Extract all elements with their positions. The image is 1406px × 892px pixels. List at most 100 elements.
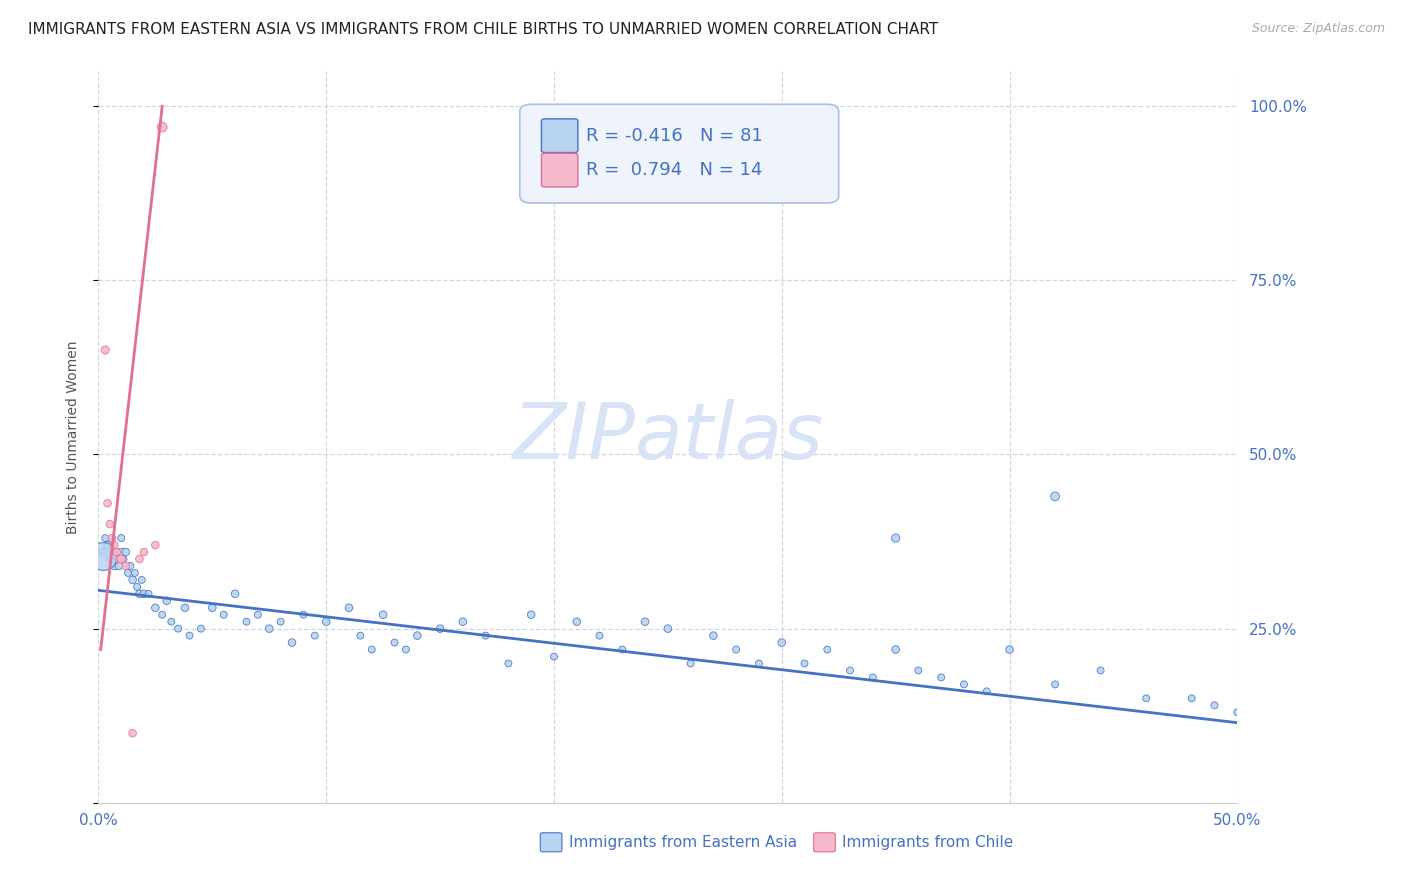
Point xyxy=(953,677,976,691)
Point xyxy=(976,684,998,698)
Point xyxy=(498,657,520,671)
Text: Immigrants from Eastern Asia: Immigrants from Eastern Asia xyxy=(569,835,797,850)
Point xyxy=(132,545,155,559)
Point xyxy=(108,552,131,566)
Point xyxy=(588,629,610,643)
Point xyxy=(167,622,190,636)
Point xyxy=(160,615,183,629)
Point xyxy=(1043,489,1066,503)
Point xyxy=(96,538,118,552)
FancyBboxPatch shape xyxy=(814,833,835,852)
Point xyxy=(406,629,429,643)
Point xyxy=(114,558,136,573)
Point xyxy=(224,587,246,601)
Point xyxy=(105,545,128,559)
Point xyxy=(145,538,167,552)
Point xyxy=(91,549,114,563)
Point xyxy=(907,664,929,678)
Point xyxy=(235,615,257,629)
Point xyxy=(998,642,1021,657)
Point xyxy=(679,657,702,671)
Point xyxy=(110,531,132,545)
Point xyxy=(145,600,167,615)
Point xyxy=(128,552,150,566)
Point xyxy=(112,552,135,566)
Text: R =  0.794   N = 14: R = 0.794 N = 14 xyxy=(586,161,762,179)
Point xyxy=(150,120,173,134)
Point xyxy=(1204,698,1226,713)
Point xyxy=(103,558,125,573)
Point xyxy=(110,545,132,559)
Point xyxy=(884,642,907,657)
Point xyxy=(128,587,150,601)
Point xyxy=(91,545,114,559)
FancyBboxPatch shape xyxy=(540,833,562,852)
Point xyxy=(543,649,565,664)
Point xyxy=(1135,691,1157,706)
Point xyxy=(360,642,382,657)
Point xyxy=(770,635,793,649)
Point xyxy=(190,622,212,636)
Point xyxy=(304,629,326,643)
Point xyxy=(520,607,543,622)
Point xyxy=(124,566,146,580)
Point xyxy=(1226,705,1249,719)
Text: Source: ZipAtlas.com: Source: ZipAtlas.com xyxy=(1251,22,1385,36)
Point xyxy=(120,558,142,573)
Point xyxy=(292,607,315,622)
Point xyxy=(98,517,121,532)
Text: Immigrants from Chile: Immigrants from Chile xyxy=(842,835,1014,850)
Point xyxy=(259,622,281,636)
Point xyxy=(793,657,815,671)
Text: IMMIGRANTS FROM EASTERN ASIA VS IMMIGRANTS FROM CHILE BIRTHS TO UNMARRIED WOMEN : IMMIGRANTS FROM EASTERN ASIA VS IMMIGRAN… xyxy=(28,22,938,37)
Text: ZIPatlas: ZIPatlas xyxy=(512,399,824,475)
Point xyxy=(121,573,143,587)
Point xyxy=(117,566,139,580)
Point xyxy=(150,607,173,622)
Point xyxy=(108,558,131,573)
Point xyxy=(337,600,360,615)
Point xyxy=(105,545,128,559)
Point xyxy=(98,552,121,566)
Point xyxy=(565,615,588,629)
Point xyxy=(201,600,224,615)
Point xyxy=(395,642,418,657)
Point xyxy=(156,594,179,608)
Point xyxy=(634,615,657,629)
FancyBboxPatch shape xyxy=(541,153,578,187)
Point xyxy=(101,531,124,545)
Point xyxy=(384,635,406,649)
FancyBboxPatch shape xyxy=(541,119,578,153)
Point xyxy=(1043,677,1066,691)
Point xyxy=(1181,691,1204,706)
Point xyxy=(748,657,770,671)
Point xyxy=(657,622,679,636)
Point xyxy=(815,642,838,657)
Point xyxy=(246,607,269,622)
Point xyxy=(929,670,952,684)
Point xyxy=(862,670,884,684)
Point xyxy=(94,343,117,357)
Y-axis label: Births to Unmarried Women: Births to Unmarried Women xyxy=(66,341,80,533)
Point xyxy=(612,642,634,657)
Point xyxy=(212,607,235,622)
Point xyxy=(114,545,136,559)
Point xyxy=(884,531,907,545)
FancyBboxPatch shape xyxy=(520,104,839,203)
Point xyxy=(1090,664,1112,678)
Point xyxy=(94,531,117,545)
Point xyxy=(429,622,451,636)
Point xyxy=(138,587,160,601)
Point xyxy=(96,496,118,510)
Point xyxy=(174,600,197,615)
Text: R = -0.416   N = 81: R = -0.416 N = 81 xyxy=(586,127,762,145)
Point xyxy=(101,545,124,559)
Point xyxy=(131,573,153,587)
Point xyxy=(839,664,862,678)
Point xyxy=(110,552,132,566)
Point xyxy=(349,629,371,643)
Point xyxy=(132,587,155,601)
Point xyxy=(315,615,337,629)
Point xyxy=(103,538,125,552)
Point xyxy=(281,635,304,649)
